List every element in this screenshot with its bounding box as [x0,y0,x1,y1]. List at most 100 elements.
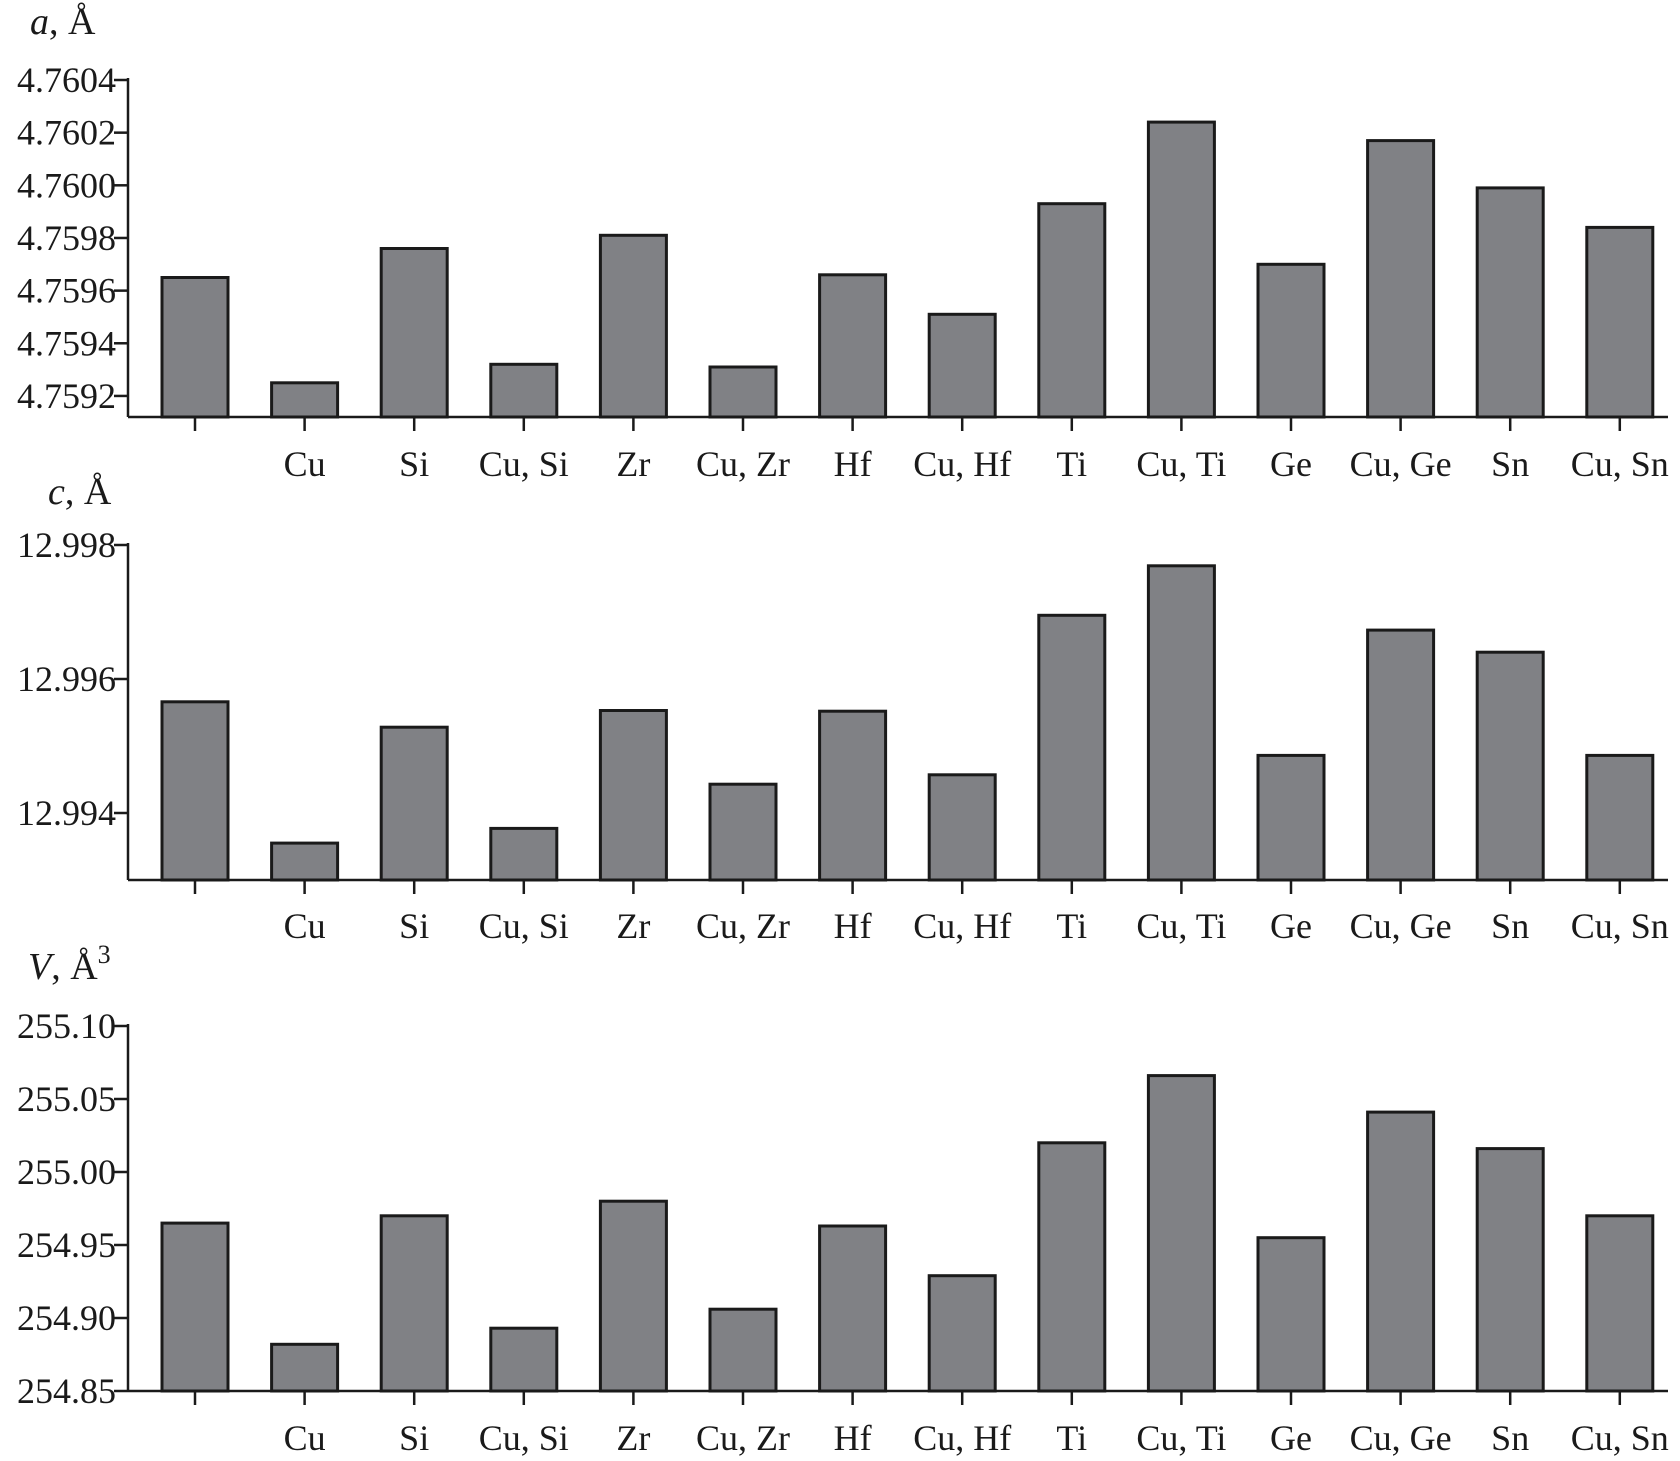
x-tick-label: Cu, Ti [1136,1418,1226,1458]
x-tick-label: Ge [1270,906,1312,946]
bar [1585,753,1655,882]
x-tick-label: Cu, Hf [913,906,1011,946]
bar [1475,1147,1545,1393]
y-axis-title: a, Å [30,1,96,43]
x-tick-label: Si [399,1418,429,1458]
y-tick-label: 255.10 [17,1006,116,1046]
bar [927,773,997,882]
x-tick-label: Cu, Si [479,906,569,946]
bar [1037,1141,1107,1393]
x-tick-label: Ti [1056,906,1087,946]
y-tick-label: 4.7592 [17,376,116,416]
bar [708,782,778,882]
x-tick-label: Zr [616,1418,650,1458]
y-axis-unit: , Å [51,946,98,988]
y-tick-label: 4.7602 [17,113,116,153]
y-tick-label: 12.994 [17,793,116,833]
y-axis-unit: , Å [49,1,96,43]
bar [1366,628,1436,882]
bar [1037,613,1107,882]
bar [489,362,559,419]
y-axis-variable: V [28,946,55,988]
bar [598,233,668,419]
bar [489,1326,559,1393]
x-tick-label: Cu, Si [479,1418,569,1458]
chart-panel-v: V, Å3 254.85 254.90 254.95 255.00 255.05 255.… [17,940,1669,1458]
y-tick-label: 254.90 [17,1298,116,1338]
bar [270,841,340,882]
bar [818,1224,888,1393]
bar [270,381,340,419]
y-axis-title: c, Å [48,471,112,513]
x-tick-label: Cu [284,444,326,484]
bar [1146,120,1216,419]
bar [160,276,230,419]
x-tick-label: Cu [284,1418,326,1458]
bar [379,1214,449,1393]
bar [1585,1214,1655,1393]
x-tick-label: Cu, Ge [1350,444,1452,484]
x-tick-label: Cu [284,906,326,946]
chart-panel-c: c, Å 12.994 12.996 12.998 Cu Si Cu, Si Zr Cu, Z… [17,471,1669,946]
y-tick-label: 4.7600 [17,165,116,205]
x-tick-label: Sn [1491,1418,1529,1458]
y-tick-label: 12.996 [17,659,116,699]
y-axis-unit-superscript: 3 [98,940,111,969]
bar [1146,564,1216,882]
bar [927,1274,997,1393]
x-tick-label: Cu, Sn [1571,444,1669,484]
bar [818,709,888,882]
x-tick-label: Cu, Hf [913,1418,1011,1458]
bar [708,1307,778,1393]
y-axis-variable: c [48,471,65,513]
y-axis-title: V, Å3 [28,940,111,988]
bar [708,365,778,419]
y-tick-label: 4.7598 [17,218,116,258]
y-tick-label: 12.998 [17,525,116,565]
y-tick-label: 4.7594 [17,323,116,363]
x-tick-label: Ge [1270,1418,1312,1458]
bar [379,247,449,419]
bar [598,1199,668,1393]
bar [818,273,888,419]
y-tick-label: 254.95 [17,1225,116,1265]
x-tick-label: Si [399,444,429,484]
x-tick-label: Cu, Ti [1136,906,1226,946]
x-tick-label: Cu, Ge [1350,906,1452,946]
bar [160,700,230,882]
bar [1366,1110,1436,1393]
x-tick-label: Hf [834,1418,872,1458]
x-tick-label: Cu, Sn [1571,1418,1669,1458]
bar [1037,202,1107,419]
bar [1146,1074,1216,1393]
y-axis-variable: a [30,1,49,43]
x-tick-label: Sn [1491,444,1529,484]
bar [1585,225,1655,419]
y-tick-label: 255.00 [17,1152,116,1192]
bar [1256,262,1326,419]
y-tick-label: 254.85 [17,1371,116,1411]
x-tick-label: Zr [616,906,650,946]
x-tick-label: Cu, Sn [1571,906,1669,946]
bar [489,826,559,882]
chart-panel-a: a, Å 4.7592 4.7594 4.7596 4.7598 4.7600 4.760… [17,1,1669,484]
x-tick-label: Cu, Zr [696,444,790,484]
bar [598,709,668,882]
bar [160,1221,230,1393]
x-tick-label: Hf [834,444,872,484]
y-tick-label: 4.7604 [17,60,116,100]
bar [379,725,449,882]
x-tick-label: Cu, Ti [1136,444,1226,484]
x-tick-label: Hf [834,906,872,946]
bar [270,1342,340,1393]
y-tick-label: 255.05 [17,1079,116,1119]
y-tick-label: 4.7596 [17,271,116,311]
x-tick-label: Cu, Si [479,444,569,484]
bar [1366,139,1436,419]
x-tick-label: Cu, Hf [913,444,1011,484]
bar [1256,753,1326,882]
x-tick-label: Ti [1056,444,1087,484]
x-tick-label: Zr [616,444,650,484]
y-axis-unit: , Å [65,471,112,513]
